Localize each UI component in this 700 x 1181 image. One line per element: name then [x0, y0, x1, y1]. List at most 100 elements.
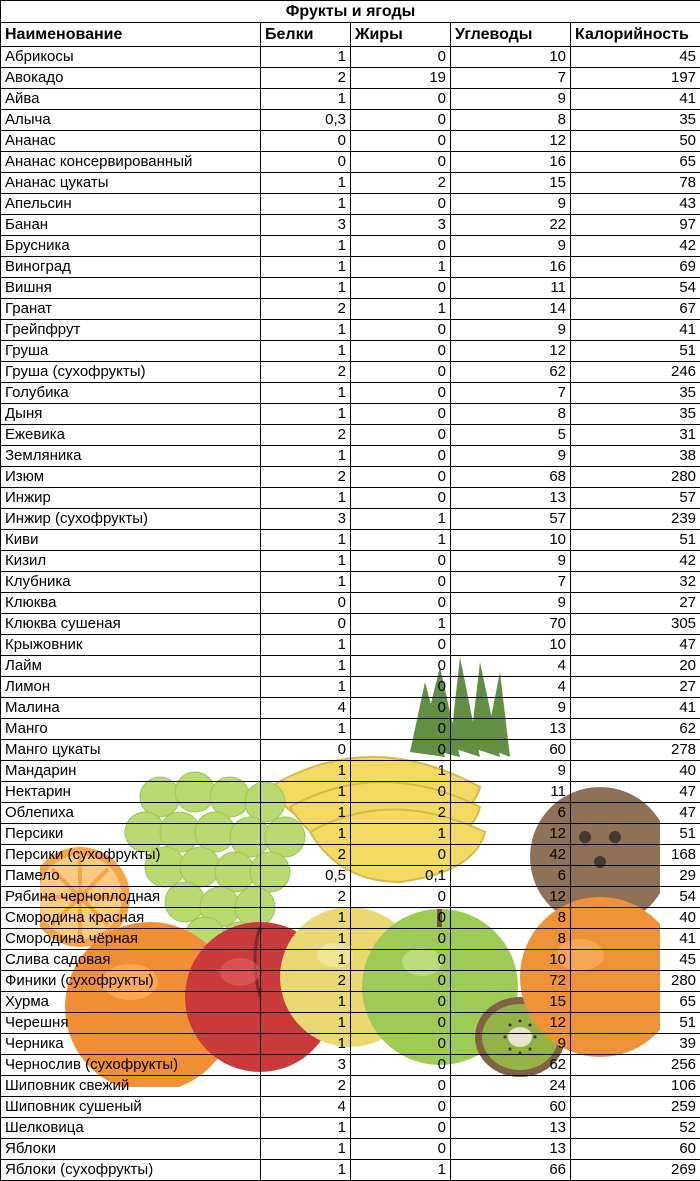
- cell-value: 197: [571, 68, 700, 89]
- cell-value: 1: [261, 47, 351, 68]
- cell-value: 2: [261, 467, 351, 488]
- cell-value: 15: [451, 992, 571, 1013]
- cell-value: 0: [351, 1034, 451, 1055]
- cell-value: 35: [571, 404, 700, 425]
- cell-value: 1: [261, 173, 351, 194]
- cell-name: Груша (сухофрукты): [1, 362, 261, 383]
- cell-value: 12: [451, 131, 571, 152]
- cell-value: 1: [261, 446, 351, 467]
- cell-value: 62: [451, 362, 571, 383]
- cell-value: 60: [451, 1097, 571, 1118]
- cell-value: 9: [451, 236, 571, 257]
- cell-value: 22: [451, 215, 571, 236]
- cell-value: 1: [261, 320, 351, 341]
- table-row: Персики111251: [1, 824, 700, 845]
- cell-name: Черника: [1, 1034, 261, 1055]
- cell-name: Лайм: [1, 656, 261, 677]
- cell-value: 0: [351, 908, 451, 929]
- cell-value: 9: [451, 194, 571, 215]
- cell-value: 1: [261, 1118, 351, 1139]
- cell-value: 1: [351, 530, 451, 551]
- table-row: Манго101362: [1, 719, 700, 740]
- cell-name: Шиповник сушеный: [1, 1097, 261, 1118]
- cell-value: 1: [351, 1160, 451, 1181]
- cell-value: 0: [351, 656, 451, 677]
- cell-value: 43: [571, 194, 700, 215]
- cell-value: 0: [351, 719, 451, 740]
- cell-name: Шиповник свежий: [1, 1076, 261, 1097]
- cell-value: 1: [261, 530, 351, 551]
- cell-value: 256: [571, 1055, 700, 1076]
- cell-name: Ежевика: [1, 425, 261, 446]
- cell-value: 7: [451, 383, 571, 404]
- cell-name: Персики: [1, 824, 261, 845]
- cell-value: 57: [451, 509, 571, 530]
- cell-name: Памело: [1, 866, 261, 887]
- table-row: Рябина черноплодная201254: [1, 887, 700, 908]
- cell-value: 65: [571, 992, 700, 1013]
- table-row: Черешня101251: [1, 1013, 700, 1034]
- table-row: Шиповник сушеный4060259: [1, 1097, 700, 1118]
- cell-value: 4: [451, 677, 571, 698]
- cell-value: 9: [451, 698, 571, 719]
- cell-value: 10: [451, 635, 571, 656]
- table-row: Алыча0,30835: [1, 110, 700, 131]
- cell-value: 2: [351, 803, 451, 824]
- table-row: Яблоки101360: [1, 1139, 700, 1160]
- cell-name: Абрикосы: [1, 47, 261, 68]
- cell-name: Дыня: [1, 404, 261, 425]
- cell-value: 2: [261, 887, 351, 908]
- cell-name: Земляника: [1, 446, 261, 467]
- cell-value: 0: [351, 1055, 451, 1076]
- cell-value: 16: [451, 152, 571, 173]
- cell-value: 1: [261, 1139, 351, 1160]
- table-row: Смородина чёрная10841: [1, 929, 700, 950]
- cell-value: 78: [571, 173, 700, 194]
- cell-value: 1: [261, 488, 351, 509]
- cell-value: 9: [451, 89, 571, 110]
- cell-value: 6: [451, 803, 571, 824]
- cell-value: 12: [451, 887, 571, 908]
- cell-value: 57: [571, 488, 700, 509]
- cell-value: 1: [261, 929, 351, 950]
- cell-name: Смородина красная: [1, 908, 261, 929]
- cell-value: 9: [451, 761, 571, 782]
- table-row: Клюква сушеная0170305: [1, 614, 700, 635]
- table-row: Грейпфрут10941: [1, 320, 700, 341]
- cell-value: 4: [261, 1097, 351, 1118]
- table-row: Чернослив (сухофрукты)3062256: [1, 1055, 700, 1076]
- cell-value: 2: [261, 362, 351, 383]
- cell-value: 1: [261, 908, 351, 929]
- cell-value: 0: [351, 1118, 451, 1139]
- cell-value: 0: [351, 89, 451, 110]
- cell-name: Алыча: [1, 110, 261, 131]
- table-row: Шелковица101352: [1, 1118, 700, 1139]
- cell-value: 1: [261, 656, 351, 677]
- cell-value: 1: [261, 824, 351, 845]
- cell-value: 0: [351, 551, 451, 572]
- cell-value: 62: [571, 719, 700, 740]
- cell-value: 7: [451, 68, 571, 89]
- cell-value: 0: [351, 950, 451, 971]
- cell-value: 2: [261, 68, 351, 89]
- cell-value: 29: [571, 866, 700, 887]
- cell-value: 8: [451, 404, 571, 425]
- cell-value: 1: [261, 404, 351, 425]
- cell-value: 0: [351, 425, 451, 446]
- cell-value: 97: [571, 215, 700, 236]
- table-row: Мандарин11940: [1, 761, 700, 782]
- cell-value: 1: [261, 383, 351, 404]
- table-row: Кизил10942: [1, 551, 700, 572]
- cell-value: 65: [571, 152, 700, 173]
- cell-value: 68: [451, 467, 571, 488]
- cell-value: 70: [451, 614, 571, 635]
- table-row: Яблоки (сухофрукты)1166269: [1, 1160, 700, 1181]
- cell-value: 11: [451, 278, 571, 299]
- cell-value: 0: [351, 110, 451, 131]
- table-row: Брусника10942: [1, 236, 700, 257]
- cell-value: 13: [451, 1139, 571, 1160]
- cell-value: 0,3: [261, 110, 351, 131]
- cell-value: 51: [571, 824, 700, 845]
- cell-value: 13: [451, 488, 571, 509]
- cell-value: 1: [261, 803, 351, 824]
